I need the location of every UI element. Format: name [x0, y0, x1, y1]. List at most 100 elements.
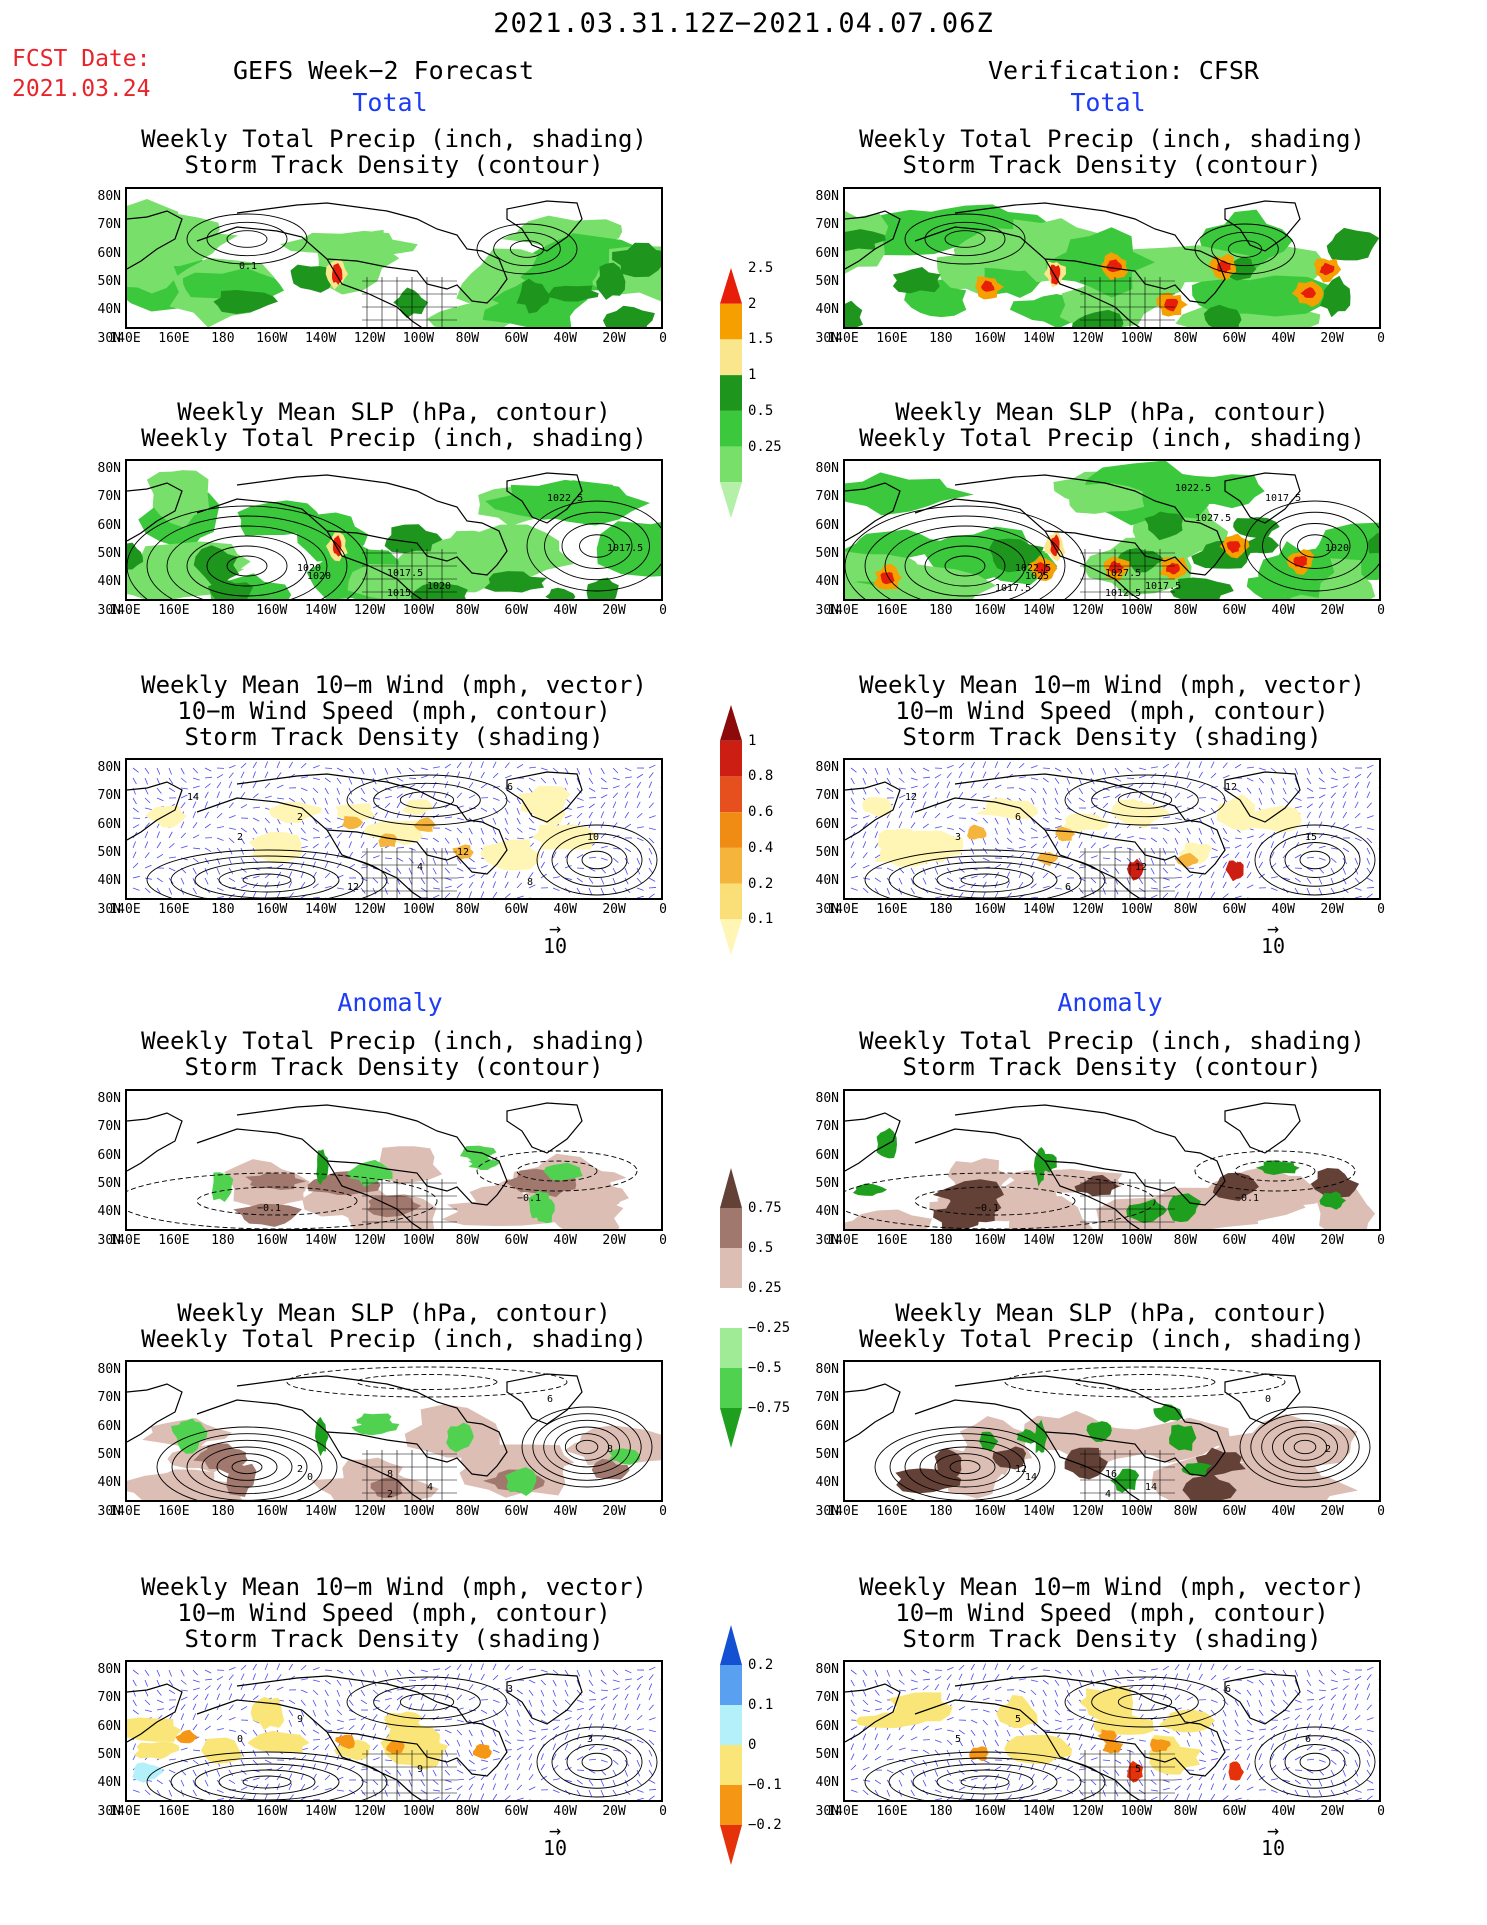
- precip-shading: [1233, 517, 1280, 539]
- anomaly-shading: [1110, 1468, 1140, 1493]
- lon-tick-label: 80W: [1173, 1804, 1198, 1819]
- lon-tick-label: 100W: [402, 1233, 435, 1248]
- contour-label: 5: [1015, 1714, 1021, 1725]
- lon-tick-label: 160W: [256, 603, 288, 618]
- lon-tick-label: 120W: [353, 902, 386, 917]
- colorbar-label: 0.5: [748, 1240, 774, 1256]
- coastline-outline: [127, 1102, 583, 1229]
- lat-tick-label: 30N: [97, 602, 121, 618]
- anomaly-shading: [367, 1195, 422, 1218]
- lon-tick-label: 140W: [1022, 902, 1055, 917]
- lon-tick-label: 180: [929, 603, 953, 618]
- contour-label: 2: [297, 1464, 303, 1475]
- precip-shading: [1144, 511, 1184, 541]
- lon-tick-label: 140W: [1022, 1233, 1055, 1248]
- storm-density-shading: [1175, 852, 1199, 868]
- precip-shading: [1170, 577, 1234, 599]
- fcst-date-label: FCST Date:: [12, 46, 151, 72]
- precip-shading: [586, 577, 619, 599]
- lon-tick-label: 160W: [974, 1804, 1006, 1819]
- lon-tick-label: 20W: [602, 1504, 626, 1519]
- precip-shading: [393, 287, 429, 319]
- colorbar-segment: [720, 1408, 742, 1448]
- panel-title-line: Weekly Mean 10−m Wind (mph, vector): [141, 1573, 647, 1601]
- contour-lines: [845, 1150, 1356, 1229]
- lat-tick-label: 60N: [97, 1418, 121, 1434]
- panel-title-line: 10−m Wind Speed (mph, contour): [895, 1599, 1329, 1627]
- contour-label: 12: [347, 882, 359, 893]
- lat-tick-label: 80N: [97, 461, 121, 476]
- colorbar-label: 0.1: [748, 1697, 774, 1713]
- anomaly-shading: [1319, 1191, 1347, 1210]
- lat-tick-label: 70N: [97, 217, 121, 233]
- lon-tick-label: 160W: [974, 902, 1006, 917]
- lat-tick-label: 70N: [97, 1390, 121, 1406]
- lon-tick-label: 180: [211, 902, 235, 917]
- contour-label: 12: [457, 847, 469, 858]
- lat-tick-label: 30N: [815, 1503, 839, 1519]
- precip-shading: [213, 290, 278, 314]
- colorbar-label: −0.75: [748, 1400, 791, 1416]
- reference-vector-arrow: →: [1266, 1818, 1280, 1842]
- panel-title-line: Storm Track Density (shading): [902, 723, 1322, 751]
- lon-tick-label: 40W: [1271, 1233, 1295, 1248]
- lon-tick-label: 160E: [158, 603, 190, 618]
- contour-label: −0.1: [257, 1203, 281, 1214]
- lon-tick-label: 60W: [1222, 1804, 1247, 1819]
- lat-tick-label: 50N: [97, 1746, 121, 1762]
- lon-tick-label: 0: [659, 603, 667, 618]
- lon-tick-label: 20W: [1320, 331, 1344, 346]
- reference-vector-arrow: →: [548, 1818, 562, 1842]
- contour-label: 15: [1305, 832, 1317, 843]
- map-panel: 5 5 5 6 6: [843, 1660, 1381, 1802]
- lon-tick-label: 120W: [1071, 1504, 1104, 1519]
- map-panel: [843, 187, 1381, 329]
- anomaly-shading: [446, 1422, 474, 1453]
- lon-tick-label: 0: [1377, 1504, 1385, 1519]
- precip-shading: [1164, 298, 1179, 312]
- map-panel: 3 6 12 12 15 6 12: [843, 758, 1381, 900]
- precip-shading: [1166, 562, 1180, 575]
- lon-tick-label: 100W: [402, 1504, 435, 1519]
- lat-tick-label: 30N: [97, 901, 121, 917]
- lon-tick-label: 0: [1377, 1804, 1385, 1819]
- lon-tick-label: 40W: [1271, 331, 1295, 346]
- lon-tick-label: 140W: [1022, 1504, 1055, 1519]
- contour-label: 1017.5: [995, 583, 1031, 594]
- colorbar-canvas: [720, 1625, 742, 1865]
- right-anomaly-label: Anomaly: [1057, 988, 1163, 1017]
- precip-shading: [207, 579, 254, 599]
- panel-title-line: Weekly Mean 10−m Wind (mph, vector): [859, 671, 1365, 699]
- lon-tick-label: 60W: [504, 902, 529, 917]
- lon-tick-label: 0: [659, 1804, 667, 1819]
- precip-shading: [1226, 541, 1241, 554]
- reference-vector-arrow: →: [548, 916, 562, 940]
- contour-label: 1022.5: [1015, 563, 1051, 574]
- contour-label: 1020: [427, 581, 451, 592]
- lon-tick-label: 160W: [974, 331, 1006, 346]
- colorbar-label: 0.5: [748, 402, 774, 419]
- fcst-date-value: 2021.03.24: [12, 76, 151, 102]
- lon-tick-label: 140E: [827, 1804, 859, 1819]
- panel-title-line: Weekly Total Precip (inch, shading): [141, 1027, 647, 1055]
- colorbar-segment: [720, 410, 742, 447]
- colorbar-anom_precip: [718, 1168, 744, 1448]
- lon-tick-label: 40W: [1271, 1804, 1295, 1819]
- coastline-outline: [845, 1673, 1301, 1800]
- contour-label: 4: [1105, 1489, 1111, 1500]
- lon-tick-label: 20W: [602, 331, 626, 346]
- right-total-label: Total: [1070, 88, 1146, 117]
- precip-shading: [516, 278, 551, 314]
- lon-tick-label: 20W: [602, 1233, 626, 1248]
- lon-tick-label: 100W: [402, 603, 435, 618]
- lon-tick-label: 160W: [256, 902, 288, 917]
- precip-shading: [596, 262, 626, 300]
- lat-tick-label: 70N: [97, 1119, 121, 1135]
- precip-shading: [953, 228, 1055, 272]
- lat-tick-label: 30N: [815, 330, 839, 346]
- precip-shading: [1069, 483, 1145, 514]
- lon-tick-label: 100W: [1120, 902, 1153, 917]
- contour-lines: [874, 1406, 1371, 1500]
- storm-density-shading: [1240, 805, 1302, 834]
